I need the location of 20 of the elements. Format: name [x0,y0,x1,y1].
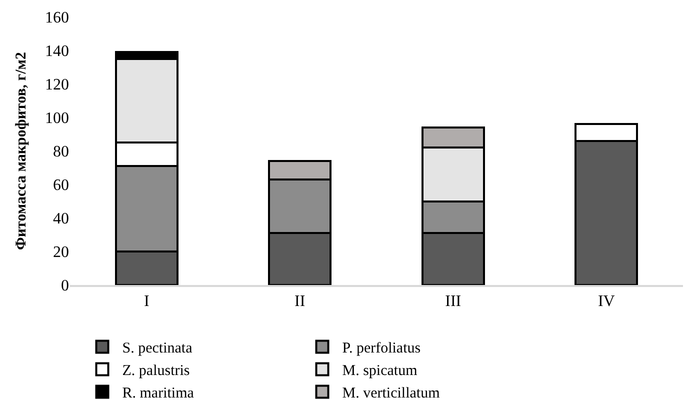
x-tick-label: I [144,292,150,310]
y-tick-label: 80 [53,144,69,161]
y-tick-label: 40 [53,210,69,228]
x-tick-label: II [294,292,306,310]
y-tick-label: 0 [61,278,69,295]
legend-label: M. spicatum [342,363,418,380]
x-tick-label: IV [598,292,616,310]
y-tick-label: 160 [45,10,69,27]
y-tick-label: 60 [53,177,69,194]
legend-label: S. pectinata [122,340,193,357]
x-tick-label: III [445,292,462,310]
y-tick-label: 120 [45,76,69,94]
y-tick-label: 100 [45,110,69,128]
y-axis-title: Фитомасса макрофитов, г/м2 [13,52,30,250]
legend-label: P. perfoliatus [342,340,421,357]
legend-label: R. maritima [122,386,194,402]
legend-label: Z. palustris [122,363,190,380]
y-tick-label: 20 [53,244,69,262]
legend-label: M. verticillatum [342,386,440,402]
y-tick-label: 140 [45,43,69,60]
